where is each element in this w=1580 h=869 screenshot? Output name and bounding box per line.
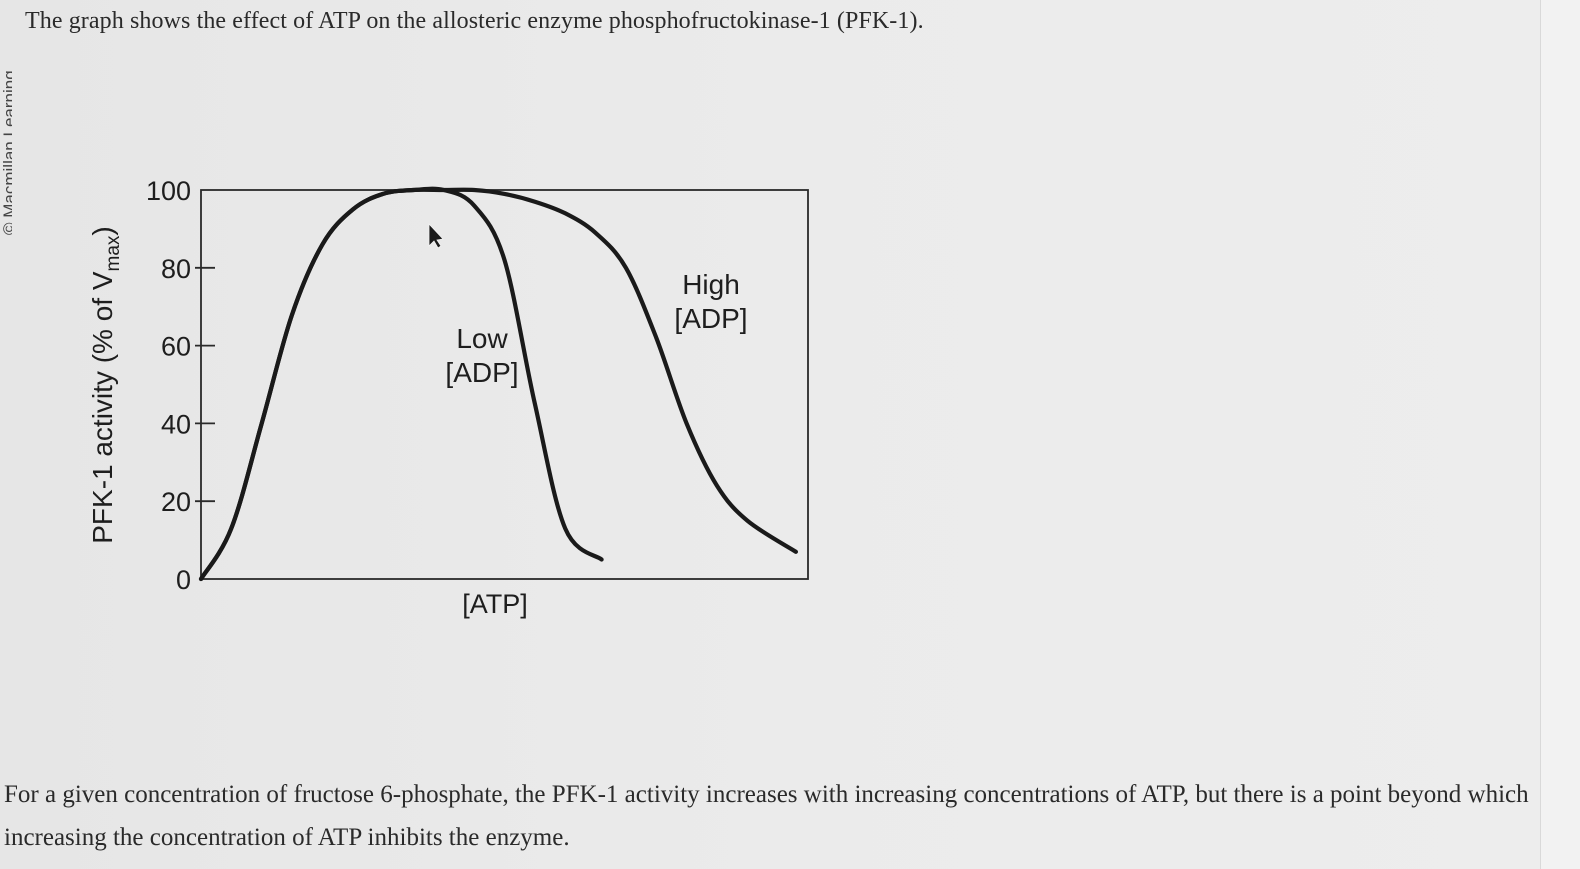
y-tick-label: 40: [161, 409, 191, 439]
y-axis-label: PFK-1 activity (% of Vmax): [87, 226, 124, 544]
low-adp-curve: [198, 186, 604, 582]
plot-frame: [200, 189, 809, 580]
y-tick-label: 100: [146, 176, 191, 206]
y-axis-label-subscript: max: [103, 235, 124, 271]
curves: [198, 186, 798, 582]
y-tick-label: 80: [161, 254, 191, 284]
x-axis-label: [ATP]: [462, 589, 528, 619]
low-adp-label-line1: Low: [456, 323, 508, 354]
y-tick-label: 60: [161, 332, 191, 362]
page-edge: [1540, 0, 1580, 869]
high-adp-label-line2: [ADP]: [674, 303, 747, 334]
y-tick-label: 20: [161, 487, 191, 517]
y-tick-label: 0: [176, 565, 191, 595]
y-axis-ticks: 0 20 40 60 80 100: [146, 176, 215, 595]
question-title: The graph shows the effect of ATP on the…: [25, 8, 924, 34]
mouse-cursor-icon: [428, 222, 444, 249]
y-axis-label-main: PFK-1 activity (% of V: [87, 271, 118, 544]
high-adp-label-line1: High: [682, 269, 740, 300]
high-adp-curve: [198, 187, 798, 582]
y-axis-label-suffix: ): [87, 226, 118, 235]
low-adp-label-line2: [ADP]: [445, 357, 518, 388]
explanation-text: For a given concentration of fructose 6-…: [4, 781, 1529, 851]
